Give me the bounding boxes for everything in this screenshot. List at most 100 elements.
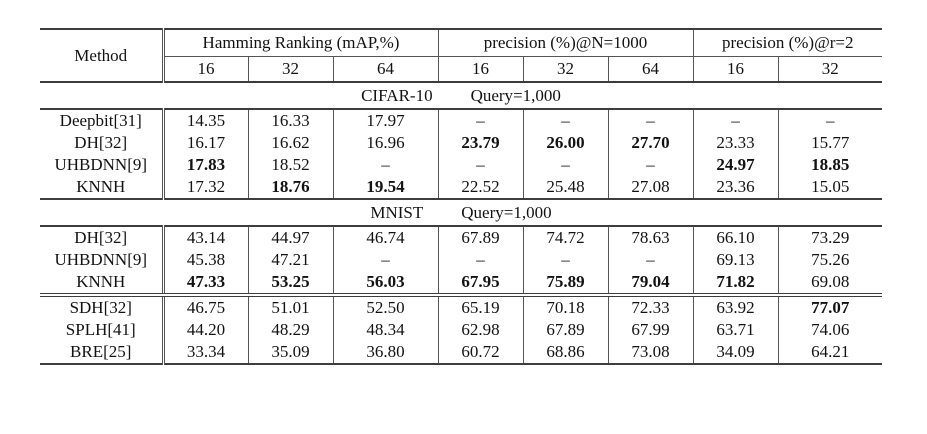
value-cell: – xyxy=(692,109,778,132)
value-cell: 18.52 xyxy=(247,154,333,176)
query-label: Query=1,000 xyxy=(461,203,552,222)
bits-header-row: 16 32 64 16 32 64 16 32 xyxy=(40,56,882,82)
value-cell: 63.71 xyxy=(692,319,778,341)
value-cell: 53.25 xyxy=(247,271,333,295)
value-cell: 69.08 xyxy=(777,271,882,295)
table-row: BRE[25] 33.34 35.09 36.80 60.72 68.86 73.08 34.… xyxy=(40,341,882,364)
table-row: KNNH 47.33 53.25 56.03 67.95 75.89 79.04 71.82 6… xyxy=(40,271,882,295)
value-cell: 74.06 xyxy=(777,319,882,341)
value-cell: 16.17 xyxy=(162,132,248,154)
method-cell: KNNH xyxy=(40,176,165,199)
value-cell: 17.83 xyxy=(162,154,248,176)
bits-header: 32 xyxy=(777,56,882,82)
method-cell: SPLH[41] xyxy=(40,319,165,341)
value-cell: 16.62 xyxy=(247,132,333,154)
value-cell: 46.75 xyxy=(162,293,248,319)
value-cell: 14.35 xyxy=(162,109,248,132)
value-cell: 26.00 xyxy=(522,132,608,154)
value-cell: – xyxy=(607,109,693,132)
value-cell: 16.33 xyxy=(247,109,333,132)
value-cell: 34.09 xyxy=(692,341,778,364)
query-label: Query=1,000 xyxy=(470,86,561,105)
method-cell: Deepbit[31] xyxy=(40,109,165,132)
value-cell: – xyxy=(332,249,438,271)
value-cell: 63.92 xyxy=(692,293,778,319)
value-cell: 62.98 xyxy=(437,319,523,341)
section-banner-row: MNIST Query=1,000 xyxy=(40,198,882,227)
bits-header: 16 xyxy=(437,56,523,82)
table-row: SPLH[41] 44.20 48.29 48.34 62.98 67.89 67.99 63… xyxy=(40,319,882,341)
value-cell: – xyxy=(437,154,523,176)
method-header: Method xyxy=(40,29,165,82)
value-cell: 77.07 xyxy=(777,293,882,319)
value-cell: 48.29 xyxy=(247,319,333,341)
bits-header: 32 xyxy=(522,56,608,82)
value-cell: 15.05 xyxy=(777,176,882,199)
value-cell: 75.89 xyxy=(522,271,608,295)
value-cell: 17.97 xyxy=(332,109,438,132)
method-cell: BRE[25] xyxy=(40,341,165,364)
value-cell: 44.20 xyxy=(162,319,248,341)
value-cell: – xyxy=(437,109,523,132)
value-cell: 67.99 xyxy=(607,319,693,341)
value-cell: – xyxy=(332,154,438,176)
method-cell: KNNH xyxy=(40,271,165,295)
value-cell: 64.21 xyxy=(777,341,882,364)
dataset-label: CIFAR-10 xyxy=(361,86,433,105)
value-cell: 70.18 xyxy=(522,293,608,319)
value-cell: 18.85 xyxy=(777,154,882,176)
value-cell: 67.89 xyxy=(522,319,608,341)
value-cell: 78.63 xyxy=(607,226,693,249)
section-banner: CIFAR-10 Query=1,000 xyxy=(40,81,882,110)
bits-header: 16 xyxy=(197,59,215,78)
value-cell: 73.08 xyxy=(607,341,693,364)
value-cell: 79.04 xyxy=(607,271,693,295)
method-cell: UHBDNN[9] xyxy=(40,249,165,271)
value-cell: 73.29 xyxy=(777,226,882,249)
dataset-label: MNIST xyxy=(370,203,424,222)
table-row: UHBDNN[9] 45.38 47.21– – – –69.13 75.26 xyxy=(40,249,882,271)
section-banner: MNIST Query=1,000 xyxy=(40,198,882,227)
value-cell: 67.89 xyxy=(437,226,523,249)
table-row: Deepbit[31] 14.35 16.33 17.97– – – – – xyxy=(40,109,882,132)
value-cell: 66.10 xyxy=(692,226,778,249)
value-cell: 23.33 xyxy=(692,132,778,154)
value-cell: 33.34 xyxy=(162,341,248,364)
value-cell: 15.77 xyxy=(777,132,882,154)
method-cell: DH[32] xyxy=(40,226,165,249)
value-cell: 45.38 xyxy=(162,249,248,271)
table-row: DH[32] 43.14 44.97 46.74 67.89 74.72 78.63 66.1… xyxy=(40,226,882,249)
value-cell: 52.50 xyxy=(332,293,438,319)
value-cell: 27.08 xyxy=(607,176,693,199)
value-cell: 51.01 xyxy=(247,293,333,319)
value-cell: 23.36 xyxy=(692,176,778,199)
value-cell: 35.09 xyxy=(247,341,333,364)
table-row: SDH[32] 46.75 51.01 52.50 65.19 70.18 72.33 63.… xyxy=(40,293,882,319)
value-cell: – xyxy=(607,154,693,176)
value-cell: 60.72 xyxy=(437,341,523,364)
value-cell: – xyxy=(522,109,608,132)
value-cell: 48.34 xyxy=(332,319,438,341)
value-cell: 17.32 xyxy=(162,176,248,199)
group-hamming-ranking: Hamming Ranking (mAP,%) xyxy=(162,29,438,57)
value-cell: 74.72 xyxy=(522,226,608,249)
table-row: UHBDNN[9] 17.83 18.52– – – –24.97 18.85 xyxy=(40,154,882,176)
value-cell: – xyxy=(522,154,608,176)
value-cell: 19.54 xyxy=(332,176,438,199)
table-row: KNNH 17.32 18.76 19.54 22.52 25.48 27.08 23.36 1… xyxy=(40,176,882,199)
value-cell: 36.80 xyxy=(332,341,438,364)
value-cell: 16.96 xyxy=(332,132,438,154)
value-cell: 47.33 xyxy=(162,271,248,295)
value-cell: 23.79 xyxy=(437,132,523,154)
method-cell: UHBDNN[9] xyxy=(40,154,165,176)
value-cell: 56.03 xyxy=(332,271,438,295)
group-precision-at-n: precision (%)@N=1000 xyxy=(437,29,693,57)
benchmark-table: Method Hamming Ranking (mAP,%) precision… xyxy=(40,28,882,365)
bits-header: 32 xyxy=(247,56,333,82)
value-cell: 67.95 xyxy=(437,271,523,295)
value-cell: – xyxy=(437,249,523,271)
value-cell: 75.26 xyxy=(777,249,882,271)
value-cell: 68.86 xyxy=(522,341,608,364)
bits-header: 64 xyxy=(607,56,693,82)
value-cell: 46.74 xyxy=(332,226,438,249)
